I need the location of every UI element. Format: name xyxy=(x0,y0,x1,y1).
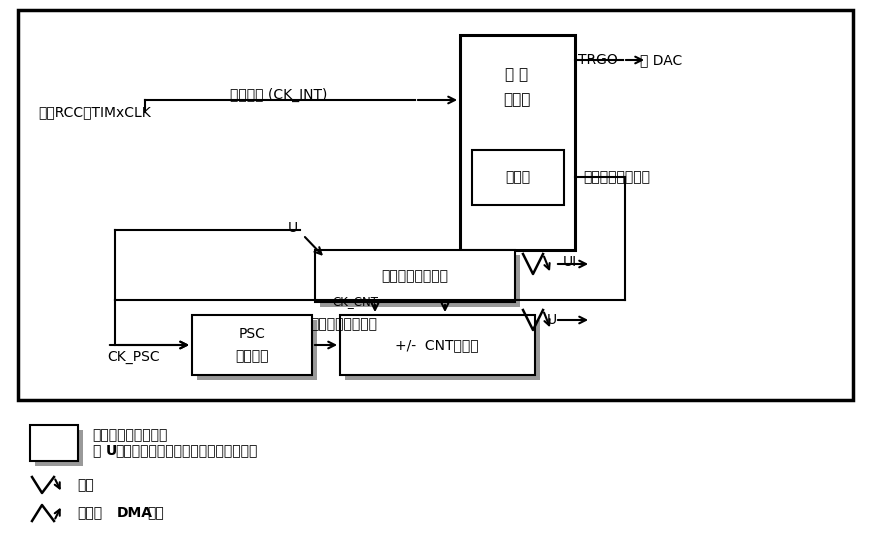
Text: 在: 在 xyxy=(92,444,100,458)
Text: TRGO: TRGO xyxy=(578,53,618,67)
Bar xyxy=(197,320,317,380)
Bar xyxy=(315,250,515,302)
Text: U: U xyxy=(106,444,118,458)
Text: 至 DAC: 至 DAC xyxy=(640,53,682,67)
Text: 事件时传送预装载寄存器至实际寄存器: 事件时传送预装载寄存器至实际寄存器 xyxy=(115,444,257,458)
Bar xyxy=(345,320,540,380)
Text: 停止、清除或递增: 停止、清除或递增 xyxy=(310,317,377,331)
Bar xyxy=(35,430,83,466)
Text: CK_CNT: CK_CNT xyxy=(332,295,378,308)
Text: PSC
预分频器: PSC 预分频器 xyxy=(235,327,269,363)
Text: 控制器: 控制器 xyxy=(505,170,530,184)
Text: UI: UI xyxy=(563,255,577,269)
Bar xyxy=(30,425,78,461)
Text: U: U xyxy=(288,221,298,235)
Text: CK_PSC: CK_PSC xyxy=(107,350,159,364)
Text: 自动重装载寄存器: 自动重装载寄存器 xyxy=(381,269,449,283)
Text: 事件: 事件 xyxy=(77,478,94,492)
Text: 中断和: 中断和 xyxy=(77,506,102,520)
Bar xyxy=(460,35,575,250)
Text: 输出: 输出 xyxy=(147,506,164,520)
Bar xyxy=(192,315,312,375)
Text: 触 发
控制器: 触 发 控制器 xyxy=(503,67,530,107)
Text: +/-  CNT计数器: +/- CNT计数器 xyxy=(395,338,479,352)
Text: U: U xyxy=(547,313,557,327)
Text: 复位、使能、计数: 复位、使能、计数 xyxy=(583,170,650,184)
Text: 根据控制位的设定，: 根据控制位的设定， xyxy=(92,428,167,442)
Bar xyxy=(340,315,535,375)
Text: 来自RCC的TIMxCLK: 来自RCC的TIMxCLK xyxy=(38,105,151,119)
Bar xyxy=(18,10,853,400)
Bar xyxy=(320,255,520,307)
Text: DMA: DMA xyxy=(117,506,153,520)
Bar xyxy=(472,150,564,205)
Text: 内部时钟 (CK_INT): 内部时钟 (CK_INT) xyxy=(230,88,327,102)
